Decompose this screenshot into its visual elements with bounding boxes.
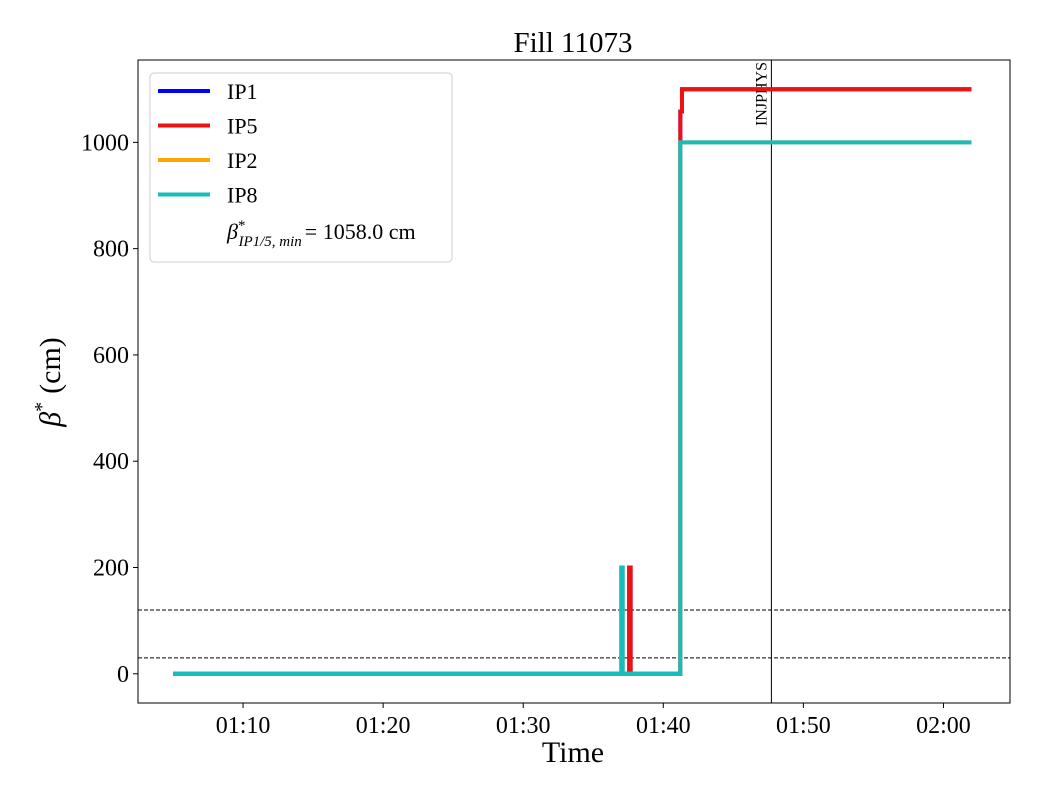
x-tick-label: 01:20 [356, 713, 411, 739]
plot-frame [137, 59, 1011, 704]
y-tick-label: 800 [93, 237, 129, 263]
y-label-text: (cm) [34, 337, 67, 394]
note-sup: * [238, 218, 246, 234]
x-tick-label: 02:00 [916, 713, 971, 739]
legend-box [149, 72, 453, 263]
event-label: INJPHYS [753, 62, 770, 126]
chart-title: Fill 11073 [514, 27, 633, 59]
y-tick-label: 600 [93, 343, 129, 369]
x-tick-label: 01:40 [636, 713, 691, 739]
legend-label: IP5 [227, 114, 258, 139]
legend-label: IP1 [227, 79, 258, 104]
x-tick-label: 01:50 [776, 713, 831, 739]
note-sub: IP1/5, min [237, 234, 301, 250]
y-tick-label: 0 [117, 662, 129, 688]
y-tick-label: 200 [93, 555, 129, 581]
note-symbol: β [226, 219, 238, 244]
y-label-sup: * [31, 402, 53, 412]
y-label-symbol: β [34, 412, 67, 428]
note-text: = 1058.0 cm [305, 219, 416, 244]
legend-note: β* IP1/5, min = 1058.0 cm [226, 218, 416, 250]
legend-label: IP8 [227, 183, 258, 208]
x-tick-label: 01:30 [496, 713, 551, 739]
y-axis-label: β* (cm) [31, 337, 67, 428]
y-tick-label: 400 [93, 449, 129, 475]
x-axis-label: Time [542, 736, 604, 769]
x-tick-label: 01:10 [216, 713, 271, 739]
legend-label: IP2 [227, 148, 258, 173]
series-line [173, 140, 972, 676]
y-tick-label: 1000 [81, 130, 129, 156]
